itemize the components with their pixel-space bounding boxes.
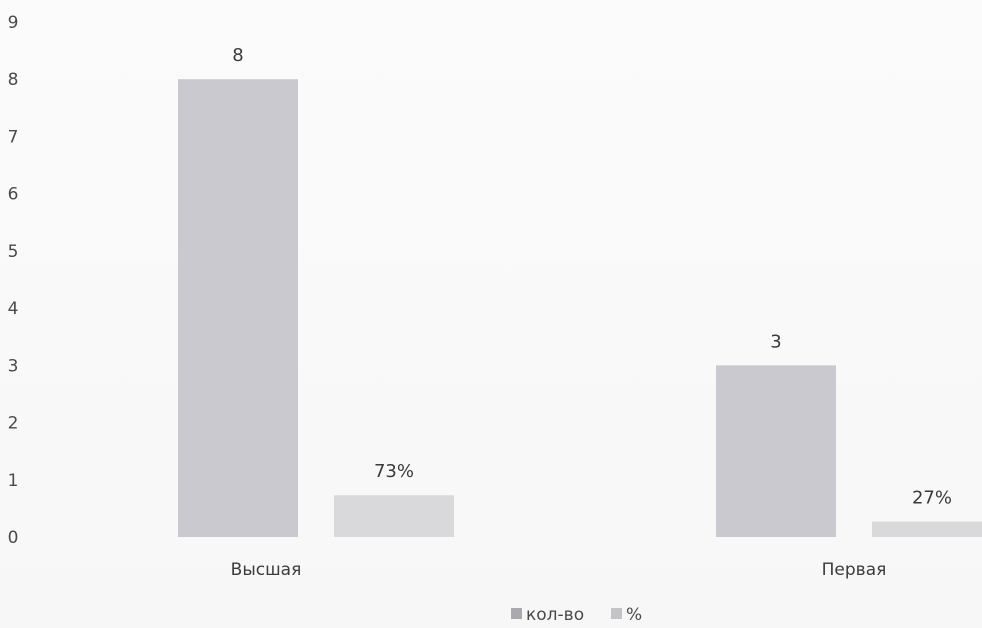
bar-percent bbox=[334, 495, 454, 537]
y-tick-label: 0 bbox=[8, 528, 19, 548]
bar-count bbox=[178, 79, 298, 537]
y-axis: 0 1 2 3 4 5 6 7 8 9 bbox=[8, 13, 19, 548]
bar-count bbox=[716, 365, 836, 537]
x-category-label: Высшая bbox=[231, 560, 302, 580]
y-tick-label: 5 bbox=[8, 242, 19, 262]
x-category-label: Первая bbox=[822, 560, 887, 580]
data-label: 3 bbox=[770, 331, 781, 352]
data-labels-group: 8 73% 3 27% bbox=[232, 45, 952, 508]
y-tick-label: 2 bbox=[8, 414, 19, 434]
legend-entry-label: % bbox=[626, 605, 642, 625]
legend: кол-во% bbox=[511, 605, 642, 625]
legend-swatch bbox=[511, 608, 522, 619]
data-label: 73% bbox=[374, 461, 414, 482]
y-tick-label: 3 bbox=[8, 356, 19, 376]
y-tick-label: 1 bbox=[8, 471, 19, 491]
data-label: 27% bbox=[912, 488, 952, 509]
bar-percent bbox=[872, 521, 982, 537]
x-axis: Высшая Первая bbox=[231, 560, 887, 580]
bars-group bbox=[178, 79, 982, 537]
legend-entry-label: кол-во bbox=[526, 605, 584, 625]
y-tick-label: 8 bbox=[8, 70, 19, 90]
y-tick-label: 7 bbox=[8, 127, 19, 147]
y-tick-label: 9 bbox=[8, 13, 19, 33]
legend-swatch bbox=[611, 608, 622, 619]
data-label: 8 bbox=[232, 45, 243, 66]
y-tick-label: 6 bbox=[8, 185, 19, 205]
y-tick-label: 4 bbox=[8, 299, 19, 319]
